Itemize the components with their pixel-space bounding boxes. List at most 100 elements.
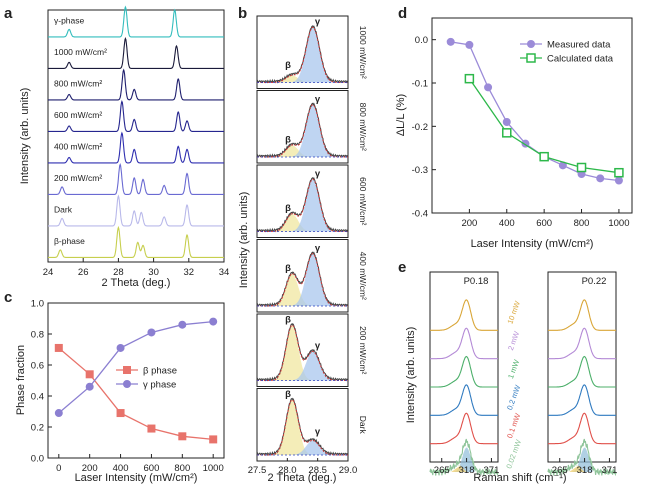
panel-c-point bbox=[178, 432, 187, 441]
panel-e-series-line bbox=[430, 355, 498, 388]
panel-b-fit-line bbox=[257, 253, 348, 307]
panel-e-series-line bbox=[548, 412, 616, 445]
panel-c-point bbox=[209, 435, 218, 444]
panel-a: 24 26 28 30 32 34 γ-phase 1000 mW/cm² 800 mW/cm²… bbox=[19, 5, 229, 289]
panel-b-beta-label: β bbox=[285, 263, 291, 274]
panel-c-point bbox=[85, 382, 94, 391]
panel-e-fit-area-2 bbox=[569, 465, 585, 472]
panel-b-beta-label: β bbox=[285, 203, 291, 214]
panel-a-ylabel: Intensity (arb. units) bbox=[19, 88, 31, 185]
panel-c-xtick-label: 600 bbox=[144, 463, 160, 474]
panel-b-beta-label: β bbox=[285, 314, 291, 325]
panel-d-point bbox=[502, 128, 512, 138]
panel-e-series-line bbox=[548, 384, 616, 416]
panel-b-subframe bbox=[256, 15, 349, 89]
panel-e-fit-area bbox=[571, 447, 593, 472]
panel-e-series-label: 0.2 mW bbox=[505, 383, 523, 411]
panel-a-series-line bbox=[48, 163, 224, 195]
panel-b-xtick-label: 28.5 bbox=[308, 465, 327, 476]
panel-b-subpanel-label: 400 mW/cm² bbox=[358, 252, 368, 300]
panel-c-point bbox=[85, 370, 94, 379]
panel-d-legend-label: Measured data bbox=[547, 40, 611, 51]
panel-b-ylabel: Intensity (arb. units) bbox=[238, 192, 250, 289]
panel-c-xtick-label: 200 bbox=[82, 463, 98, 474]
panel-d-legend-marker bbox=[526, 53, 536, 63]
panel-d-ytick-label: -0.2 bbox=[412, 122, 428, 133]
panel-b-subpanel-label: 600 mW/cm² bbox=[358, 177, 368, 225]
panel-d-legend-label: Calculated data bbox=[547, 54, 614, 65]
panel-c-frame bbox=[47, 302, 225, 459]
panel-b-gamma-label: γ bbox=[315, 16, 321, 27]
panel-e-xlabel: Raman shift (cm⁻¹) bbox=[473, 472, 566, 484]
panel-c-legend-marker bbox=[123, 380, 131, 388]
panel-b-gamma-area bbox=[257, 104, 348, 157]
panel-e-series-label: 0.1 mW bbox=[505, 411, 523, 439]
panel-b-beta-area bbox=[257, 399, 348, 455]
panel-d-xtick-label: 600 bbox=[536, 218, 552, 229]
panel-c-point bbox=[178, 320, 187, 329]
panel-e-xtick-label: 371 bbox=[602, 465, 618, 476]
panel-d-xtick-label: 800 bbox=[574, 218, 590, 229]
panel-e-subpanel-title: P0.22 bbox=[582, 276, 607, 287]
panel-e-series-line bbox=[548, 355, 616, 388]
panel-b-beta-area bbox=[257, 325, 348, 381]
panel-b-gamma-area bbox=[257, 179, 348, 232]
panel-letter-a: a bbox=[4, 5, 13, 22]
panel-b-xlabel: 2 Theta (deg.) bbox=[268, 472, 337, 484]
panel-d-legend-marker bbox=[527, 40, 535, 48]
panel-c-point bbox=[116, 343, 125, 352]
panel-c-point bbox=[147, 424, 156, 433]
panel-d-ytick-label: -0.4 bbox=[412, 209, 428, 220]
panel-c-xtick-label: 400 bbox=[113, 463, 129, 474]
panel-a-series-line bbox=[48, 131, 224, 164]
panel-c-point bbox=[54, 409, 63, 418]
panel-c-ytick-label: 0.4 bbox=[31, 392, 44, 403]
panel-a-series-line bbox=[48, 5, 224, 38]
panel-c-xtick-label: 800 bbox=[174, 463, 190, 474]
panel-a-series-label: γ-phase bbox=[54, 15, 85, 25]
panel-e-xtick-label: 265 bbox=[434, 465, 450, 476]
panel-e-xtick-label: 265 bbox=[552, 465, 568, 476]
panel-d-ytick-label: -0.1 bbox=[412, 79, 428, 90]
panel-c-point bbox=[209, 317, 218, 326]
panel-a-series-label: 600 mW/cm² bbox=[54, 110, 102, 120]
panel-e-fit-area-2 bbox=[451, 465, 467, 472]
panel-a-series-label: 800 mW/cm² bbox=[54, 78, 102, 88]
panel-b-xtick-label: 27.5 bbox=[248, 465, 267, 476]
panel-b-beta-label: β bbox=[285, 134, 291, 145]
panel-d-ytick-label: -0.3 bbox=[412, 165, 428, 176]
panel-c-ytick-label: 0.8 bbox=[31, 330, 44, 341]
panel-b-gamma-label: γ bbox=[315, 243, 321, 254]
panel-c-series-line bbox=[58, 320, 214, 414]
panel-b-fit-line bbox=[257, 178, 348, 232]
panel-b-xtick-label: 28.0 bbox=[278, 465, 297, 476]
panel-a-series-label: 1000 mW/cm² bbox=[54, 47, 107, 57]
panel-c-xtick-label: 1000 bbox=[203, 463, 224, 474]
panel-a-series-label: Dark bbox=[54, 204, 73, 214]
panel-a-xlabel: 2 Theta (deg.) bbox=[102, 277, 171, 289]
panel-b-gamma-label: γ bbox=[315, 341, 321, 352]
panel-c: 0 200 400 600 800 1000 0.0 0.2 0.4 0.6 0.8 1.0 β pha… bbox=[15, 299, 225, 484]
panel-d-xtick-label: 400 bbox=[499, 218, 515, 229]
panel-a-frame bbox=[47, 9, 225, 263]
panel-e-series-label: 0.02 mW bbox=[504, 438, 523, 470]
panel-a-series-label: 400 mW/cm² bbox=[54, 141, 102, 151]
panel-b-fit-line bbox=[257, 399, 348, 456]
panel-e: P0.18 10 mW 2 mW 1 mW 0.2 mW0.1 mW0.02 mW 265… bbox=[405, 271, 618, 484]
panel-a-xtick-label: 26 bbox=[78, 267, 89, 278]
panel-b-subpanel-label: 200 mW/cm² bbox=[358, 326, 368, 374]
panel-e-ylabel: Intensity (arb. units) bbox=[405, 327, 417, 424]
panel-c-series-line bbox=[58, 347, 214, 441]
panel-b: β γ 1000 mW/cm² β γ 800 mW/cm² β γ 600 mW/cm² β γ 4… bbox=[238, 15, 368, 484]
panel-c-ytick-label: 0.6 bbox=[31, 361, 44, 372]
panel-a-series-line bbox=[48, 225, 224, 258]
panel-d-ylabel: ΔL/L (%) bbox=[395, 94, 407, 136]
panel-d-point bbox=[446, 37, 455, 46]
panel-e-xtick-label: 318 bbox=[459, 465, 475, 476]
panel-e-xtick-label: 371 bbox=[484, 465, 500, 476]
panel-c-legend-label: γ phase bbox=[143, 380, 176, 391]
panel-d-point bbox=[539, 151, 549, 162]
panel-c-point bbox=[54, 343, 63, 352]
panel-c-ytick-label: 1.0 bbox=[31, 299, 44, 310]
